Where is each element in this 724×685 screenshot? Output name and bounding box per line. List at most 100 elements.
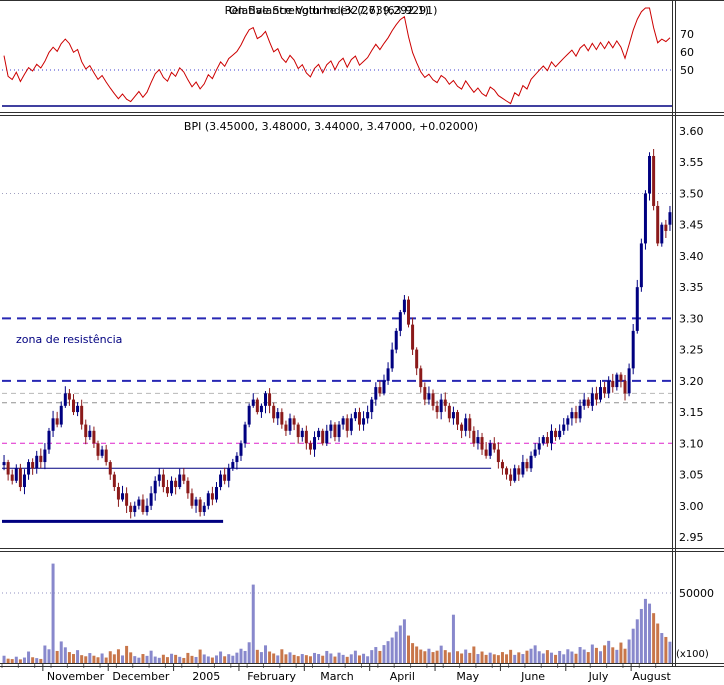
volume-bar bbox=[243, 650, 247, 663]
volume-bar bbox=[394, 631, 398, 663]
candle-body bbox=[496, 449, 500, 463]
volume-bar bbox=[116, 649, 120, 663]
volume-bar bbox=[76, 650, 80, 663]
price-axis-label: 3.30 bbox=[679, 312, 704, 325]
volume-bar bbox=[648, 603, 652, 663]
volume-bar bbox=[35, 658, 39, 663]
candle-body bbox=[545, 437, 549, 444]
volume-bar bbox=[378, 650, 382, 663]
volume-bar bbox=[247, 642, 251, 663]
volume-bar bbox=[574, 653, 578, 663]
volume-bar bbox=[566, 649, 570, 663]
volume-bar bbox=[627, 639, 631, 663]
resistance-zone-label: zona de resistência bbox=[16, 333, 123, 346]
volume-bar bbox=[599, 651, 603, 663]
candle-body bbox=[104, 449, 108, 463]
volume-bar bbox=[84, 656, 88, 663]
candle-body bbox=[631, 330, 635, 369]
volume-bar bbox=[96, 657, 100, 663]
volume-bar bbox=[443, 650, 447, 663]
candle-body bbox=[643, 193, 647, 244]
candle-body bbox=[623, 380, 627, 394]
candle-body bbox=[558, 430, 562, 438]
volume-bar bbox=[492, 654, 496, 663]
candle-body bbox=[18, 468, 22, 488]
volume-bar bbox=[55, 650, 59, 663]
month-label: June bbox=[520, 670, 545, 683]
volume-bar bbox=[362, 653, 366, 663]
candle-body bbox=[648, 155, 652, 194]
candle-body bbox=[300, 430, 304, 438]
candle-body bbox=[88, 430, 92, 438]
candle-body bbox=[6, 462, 10, 475]
volume-bar bbox=[488, 652, 492, 663]
candle-body bbox=[627, 368, 631, 394]
volume-bar bbox=[206, 656, 210, 663]
volume-bar bbox=[345, 656, 349, 663]
volume-bar bbox=[545, 650, 549, 663]
candle-body bbox=[325, 430, 329, 444]
volume-bar bbox=[333, 656, 337, 663]
volume-bar bbox=[6, 658, 10, 663]
volume-bar bbox=[14, 656, 18, 663]
candle-body bbox=[333, 424, 337, 438]
volume-bar bbox=[259, 652, 263, 663]
candle-body bbox=[121, 493, 125, 500]
volume-bar bbox=[10, 659, 14, 663]
candle-body bbox=[529, 455, 533, 469]
volume-bar bbox=[125, 645, 129, 663]
indicator-title-obv: On Balance Volume (327,639,292.1) bbox=[229, 4, 429, 17]
candle-body bbox=[35, 455, 39, 469]
volume-bar bbox=[423, 651, 427, 663]
volume-bar bbox=[533, 645, 537, 663]
volume-bar bbox=[100, 653, 104, 663]
volume-bar bbox=[341, 654, 345, 663]
candle-body bbox=[272, 405, 276, 419]
candle-body bbox=[472, 430, 476, 444]
candle-body bbox=[435, 405, 439, 413]
candle-body bbox=[308, 443, 312, 450]
price-axis-label: 2.95 bbox=[679, 531, 704, 544]
volume-bar bbox=[121, 655, 125, 663]
volume-bar bbox=[67, 652, 71, 663]
candle-body bbox=[406, 299, 410, 325]
volume-bar bbox=[239, 648, 243, 663]
candle-body bbox=[615, 374, 619, 388]
candle-body bbox=[223, 474, 227, 481]
volume-bar bbox=[108, 651, 112, 663]
candle-body bbox=[386, 368, 390, 381]
volume-bar bbox=[370, 650, 374, 663]
volume-bar bbox=[31, 657, 35, 663]
candle-body bbox=[594, 393, 598, 400]
volume-bar bbox=[268, 651, 272, 663]
month-label: December bbox=[112, 670, 170, 683]
candle-body bbox=[419, 368, 423, 388]
volume-bar bbox=[402, 619, 406, 663]
price-axis-label: 3.00 bbox=[679, 500, 704, 513]
volume-bar bbox=[170, 653, 174, 663]
volume-multiplier-label: (x100) bbox=[676, 649, 709, 660]
price-axis-label: 3.45 bbox=[679, 219, 704, 232]
candle-body bbox=[80, 405, 84, 425]
volume-bar bbox=[157, 657, 161, 663]
candle-body bbox=[566, 418, 570, 425]
month-label: February bbox=[247, 670, 296, 683]
volume-bar bbox=[390, 637, 394, 663]
volume-bar bbox=[149, 650, 153, 663]
volume-bar bbox=[214, 655, 218, 663]
candle-body bbox=[423, 387, 427, 400]
volume-bar bbox=[276, 655, 280, 663]
volume-bar bbox=[558, 650, 562, 663]
candle-body bbox=[51, 418, 55, 431]
candle-body bbox=[39, 455, 43, 463]
candle-body bbox=[464, 418, 468, 431]
volume-bar bbox=[411, 643, 415, 663]
candle-body bbox=[313, 437, 317, 450]
candle-body bbox=[533, 449, 537, 456]
candle-body bbox=[357, 412, 361, 425]
volume-bar bbox=[439, 645, 443, 663]
candle-body bbox=[194, 499, 198, 506]
candle-body bbox=[178, 474, 182, 488]
volume-bar bbox=[554, 654, 558, 663]
